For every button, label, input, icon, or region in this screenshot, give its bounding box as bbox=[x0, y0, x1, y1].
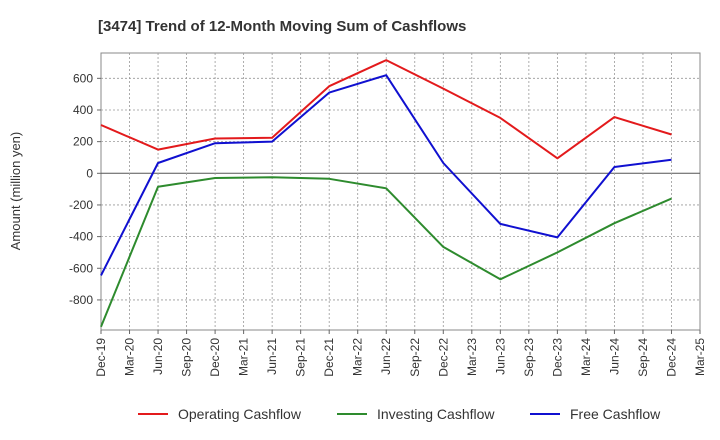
y-axis-ticks: 600 400 200 0 -200 -400 -600 -800 bbox=[69, 71, 101, 307]
x-tick-label: Jun-22 bbox=[379, 338, 393, 375]
series-line-free-cashflow bbox=[100, 74, 672, 276]
x-axis-ticks: Dec-19 Mar-20 Jun-20 Sep-20 Dec-20 Mar-21 Jun-… bbox=[94, 330, 707, 377]
series-line-operating-cashflow bbox=[100, 59, 672, 160]
x-tick-label: Mar-22 bbox=[351, 338, 365, 376]
x-tick-label: Sep-21 bbox=[294, 338, 308, 377]
y-tick-label: -600 bbox=[69, 261, 93, 275]
y-tick-label: -200 bbox=[69, 198, 93, 212]
y-tick-label: 0 bbox=[86, 166, 93, 180]
x-tick-label: Dec-23 bbox=[550, 338, 564, 377]
series-lines bbox=[100, 59, 672, 328]
x-tick-label: Jun-24 bbox=[607, 338, 621, 375]
x-tick-label: Mar-25 bbox=[693, 338, 707, 376]
y-tick-label: 200 bbox=[73, 135, 93, 149]
y-tick-label: -400 bbox=[69, 230, 93, 244]
x-tick-label: Dec-24 bbox=[664, 338, 678, 377]
grid-lines bbox=[101, 53, 700, 330]
legend-label: Free Cashflow bbox=[570, 406, 661, 422]
chart-title: [3474] Trend of 12-Month Moving Sum of C… bbox=[98, 18, 466, 35]
legend: Operating Cashflow Investing Cashflow Free… bbox=[138, 406, 661, 422]
x-tick-label: Sep-23 bbox=[522, 338, 536, 377]
y-tick-label: 600 bbox=[73, 71, 93, 85]
x-tick-label: Dec-19 bbox=[94, 338, 108, 377]
x-tick-label: Mar-21 bbox=[237, 338, 251, 376]
x-tick-label: Jun-23 bbox=[493, 338, 507, 375]
y-tick-label: 400 bbox=[73, 103, 93, 117]
x-tick-label: Jun-20 bbox=[151, 338, 165, 375]
y-tick-label: -800 bbox=[69, 293, 93, 307]
x-tick-label: Dec-22 bbox=[436, 338, 450, 377]
x-tick-label: Sep-22 bbox=[408, 338, 422, 377]
x-tick-label: Jun-21 bbox=[265, 338, 279, 375]
x-tick-label: Sep-20 bbox=[180, 338, 194, 377]
x-tick-label: Mar-23 bbox=[465, 338, 479, 376]
x-tick-label: Dec-21 bbox=[322, 338, 336, 377]
series-line-investing-cashflow bbox=[100, 176, 672, 328]
x-tick-label: Mar-20 bbox=[123, 338, 137, 376]
x-tick-label: Dec-20 bbox=[208, 338, 222, 377]
x-tick-label: Mar-24 bbox=[579, 338, 593, 376]
legend-label: Operating Cashflow bbox=[178, 406, 302, 422]
plot-area bbox=[100, 52, 701, 331]
legend-label: Investing Cashflow bbox=[377, 406, 495, 422]
y-axis-label: Amount (million yen) bbox=[8, 132, 23, 251]
x-tick-label: Sep-24 bbox=[636, 338, 650, 377]
